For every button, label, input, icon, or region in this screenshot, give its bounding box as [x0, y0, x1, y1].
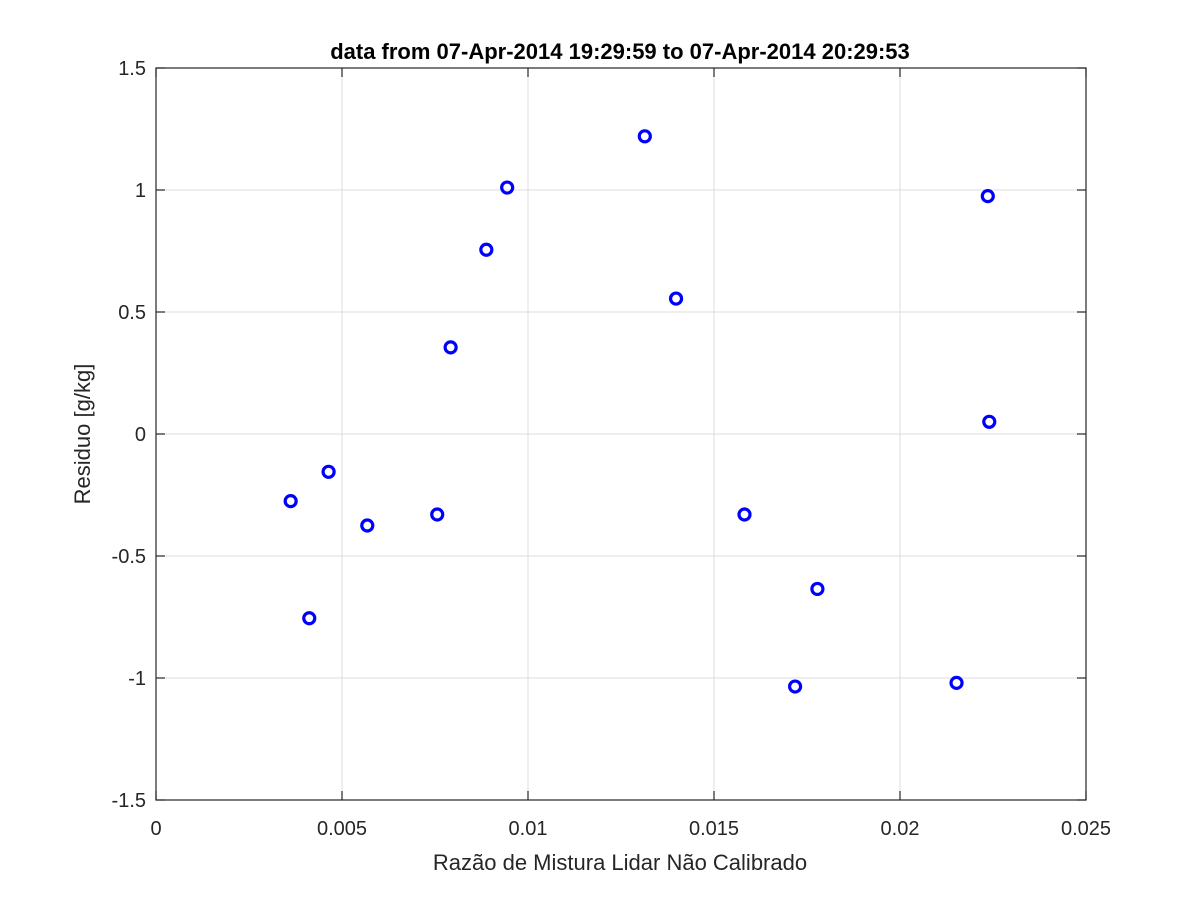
- data-point: [980, 189, 995, 204]
- x-tick-label: 0: [150, 818, 161, 840]
- data-point: [360, 518, 375, 533]
- x-tick-label: 0.015: [689, 818, 739, 840]
- data-point: [949, 675, 964, 690]
- y-tick-label: 0.5: [118, 302, 146, 324]
- x-axis-label: Razão de Mistura Lidar Não Calibrado: [433, 850, 807, 875]
- chart-title: data from 07-Apr-2014 19:29:59 to 07-Apr…: [330, 39, 910, 64]
- x-tick-label: 0.01: [509, 818, 548, 840]
- data-point: [737, 507, 752, 522]
- data-point: [479, 242, 494, 257]
- data-point: [787, 679, 803, 694]
- y-tick-label: 1: [135, 180, 146, 202]
- y-tick-label: -1: [128, 668, 146, 690]
- data-point: [982, 414, 997, 429]
- y-tick-label: 1.5: [118, 58, 146, 80]
- data-point: [637, 129, 652, 144]
- y-tick-label: 0: [135, 424, 146, 446]
- grid: [156, 68, 1086, 800]
- x-axis-ticks: 0 0.005 0.01 0.015 0.02 0.025: [150, 68, 1111, 840]
- data-point: [500, 180, 515, 195]
- y-axis-ticks: -1.5 -1 -0.5 0 0.5 1 1.5: [112, 58, 1086, 812]
- data-point: [668, 291, 684, 306]
- data-points: [283, 129, 997, 694]
- data-point: [283, 494, 298, 509]
- data-point: [443, 340, 458, 355]
- x-tick-label: 0.02: [881, 818, 920, 840]
- data-point: [810, 581, 825, 597]
- data-point: [321, 464, 336, 479]
- y-axis-label: Residuo [g/kg]: [70, 364, 95, 505]
- y-tick-label: -0.5: [112, 546, 146, 568]
- x-tick-label: 0.005: [317, 818, 367, 840]
- data-point: [302, 611, 317, 626]
- data-point: [430, 507, 445, 522]
- y-tick-label: -1.5: [112, 790, 146, 812]
- x-tick-label: 0.025: [1061, 818, 1111, 840]
